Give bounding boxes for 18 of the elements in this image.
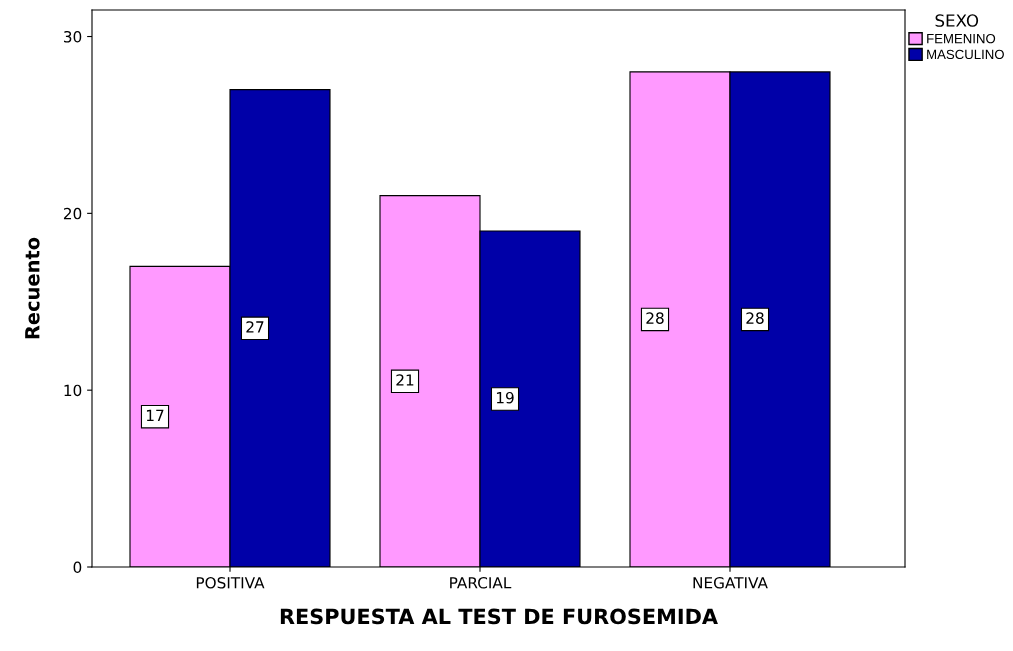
- x-tick-label: NEGATIVA: [693, 576, 768, 589]
- y-tick-label: 10: [64, 384, 82, 397]
- x-tick-label: POSITIVA: [196, 576, 265, 589]
- legend-label: MASCULINO: [927, 49, 1004, 60]
- y-tick-label: 30: [64, 30, 82, 43]
- legend-title: SEXO: [935, 14, 979, 27]
- y-tick-label: 0: [73, 561, 82, 574]
- data-label: 28: [746, 312, 764, 324]
- legend-label: FEMENINO: [927, 33, 996, 44]
- x-tick-label: PARCIAL: [450, 576, 512, 589]
- data-label: 21: [396, 374, 414, 386]
- data-label: 28: [646, 312, 664, 324]
- y-axis-title: Recuento: [25, 237, 40, 339]
- data-label: 17: [146, 409, 164, 421]
- x-axis-title: RESPUESTA AL TEST DE FUROSEMIDA: [280, 608, 718, 625]
- data-label: 27: [246, 321, 264, 333]
- y-tick-label: 20: [63, 207, 82, 220]
- data-label: 19: [496, 391, 514, 404]
